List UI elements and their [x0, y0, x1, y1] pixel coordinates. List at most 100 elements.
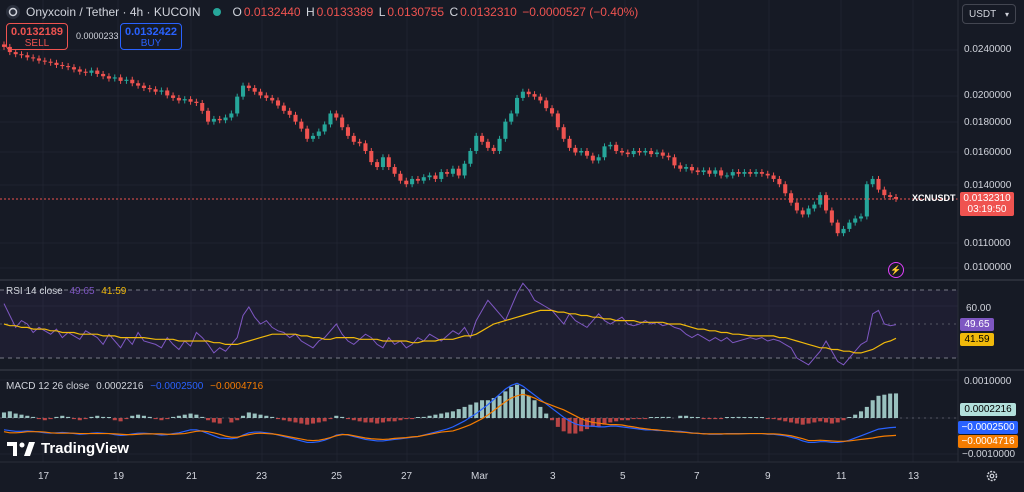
- candle-body[interactable]: [730, 172, 735, 176]
- candle-body[interactable]: [54, 62, 59, 65]
- candle-body[interactable]: [240, 85, 246, 97]
- candle-body[interactable]: [870, 178, 875, 185]
- candle-body[interactable]: [765, 173, 770, 176]
- candle-body[interactable]: [491, 147, 496, 151]
- candle-body[interactable]: [649, 150, 654, 155]
- candle-body[interactable]: [112, 77, 117, 79]
- candle-body[interactable]: [474, 135, 479, 151]
- alert-icon[interactable]: ⚡: [888, 262, 904, 278]
- candle-body[interactable]: [643, 150, 648, 153]
- candle-body[interactable]: [445, 172, 450, 174]
- buy-button[interactable]: 0.0132422 BUY: [120, 23, 182, 50]
- candle-body[interactable]: [305, 128, 310, 139]
- candle-body[interactable]: [124, 79, 129, 81]
- candle-body[interactable]: [246, 85, 251, 89]
- candle-body[interactable]: [818, 195, 823, 205]
- candle-body[interactable]: [876, 178, 881, 190]
- candle-body[interactable]: [89, 70, 94, 73]
- candle-body[interactable]: [217, 118, 222, 121]
- candle-body[interactable]: [777, 178, 782, 185]
- candle-body[interactable]: [893, 196, 899, 199]
- candle-body[interactable]: [724, 175, 729, 177]
- candle-body[interactable]: [275, 100, 281, 106]
- candle-body[interactable]: [549, 108, 555, 114]
- candle-body[interactable]: [71, 67, 77, 70]
- candle-body[interactable]: [555, 113, 560, 128]
- candle-body[interactable]: [48, 61, 53, 63]
- candle-body[interactable]: [171, 95, 176, 98]
- currency-select[interactable]: USDT ▾: [962, 4, 1016, 24]
- candle-body[interactable]: [66, 66, 71, 68]
- candle-body[interactable]: [281, 105, 286, 111]
- price-candles[interactable]: [1, 41, 899, 237]
- candle-body[interactable]: [748, 172, 753, 174]
- candle-body[interactable]: [386, 157, 391, 168]
- candle-body[interactable]: [538, 96, 543, 101]
- candle-body[interactable]: [509, 113, 514, 122]
- candle-body[interactable]: [1, 44, 7, 47]
- candle-body[interactable]: [794, 202, 799, 211]
- candle-body[interactable]: [153, 89, 158, 92]
- sell-button[interactable]: 0.0132189 SELL: [6, 23, 68, 50]
- candle-body[interactable]: [118, 77, 123, 81]
- candle-body[interactable]: [369, 150, 374, 163]
- candle-body[interactable]: [404, 180, 409, 185]
- candle-body[interactable]: [701, 170, 706, 173]
- candle-body[interactable]: [421, 177, 426, 181]
- candle-body[interactable]: [351, 135, 356, 142]
- tradingview-logo[interactable]: TradingView: [7, 440, 129, 457]
- candle-body[interactable]: [380, 157, 385, 168]
- candle-body[interactable]: [619, 150, 625, 153]
- candle-body[interactable]: [783, 184, 788, 194]
- candle-body[interactable]: [106, 76, 111, 79]
- candle-body[interactable]: [631, 150, 636, 155]
- candle-body[interactable]: [672, 157, 677, 166]
- candle-body[interactable]: [584, 150, 590, 156]
- candle-body[interactable]: [375, 162, 380, 168]
- candle-body[interactable]: [864, 184, 869, 217]
- candle-body[interactable]: [211, 118, 216, 122]
- candle-body[interactable]: [25, 55, 30, 58]
- candle-body[interactable]: [95, 70, 100, 74]
- candle-body[interactable]: [206, 110, 211, 122]
- candle-body[interactable]: [544, 100, 549, 109]
- gear-icon[interactable]: [985, 469, 999, 483]
- candle-body[interactable]: [602, 146, 607, 158]
- candle-body[interactable]: [485, 141, 490, 148]
- candle-body[interactable]: [573, 147, 578, 153]
- candle-body[interactable]: [695, 170, 700, 173]
- candle-body[interactable]: [497, 138, 502, 151]
- candle-body[interactable]: [439, 172, 444, 179]
- candle-body[interactable]: [410, 178, 415, 185]
- candle-body[interactable]: [270, 97, 275, 101]
- candle-body[interactable]: [520, 91, 525, 98]
- candle-body[interactable]: [526, 91, 531, 95]
- candle-body[interactable]: [345, 127, 351, 136]
- candle-body[interactable]: [141, 85, 146, 89]
- candle-body[interactable]: [689, 167, 694, 171]
- candle-body[interactable]: [392, 167, 397, 174]
- macd-title[interactable]: MACD 12 26 close: [6, 381, 90, 392]
- candle-body[interactable]: [666, 155, 671, 158]
- candle-body[interactable]: [235, 96, 240, 114]
- candle-body[interactable]: [357, 141, 362, 144]
- candle-body[interactable]: [229, 113, 234, 118]
- candle-body[interactable]: [316, 131, 321, 136]
- candle-body[interactable]: [684, 167, 689, 169]
- candle-body[interactable]: [742, 172, 747, 174]
- candle-body[interactable]: [660, 152, 665, 156]
- candle-body[interactable]: [398, 173, 403, 181]
- candle-body[interactable]: [853, 218, 858, 223]
- candle-body[interactable]: [625, 152, 630, 155]
- candle-body[interactable]: [532, 94, 537, 97]
- candle-body[interactable]: [36, 58, 42, 61]
- candle-body[interactable]: [789, 193, 794, 203]
- candle-body[interactable]: [299, 121, 304, 129]
- candle-body[interactable]: [468, 150, 473, 164]
- candle-body[interactable]: [835, 222, 840, 234]
- candle-body[interactable]: [322, 124, 327, 132]
- candle-body[interactable]: [823, 195, 829, 211]
- candle-body[interactable]: [567, 138, 572, 148]
- candle-body[interactable]: [340, 117, 345, 128]
- candle-body[interactable]: [328, 113, 333, 125]
